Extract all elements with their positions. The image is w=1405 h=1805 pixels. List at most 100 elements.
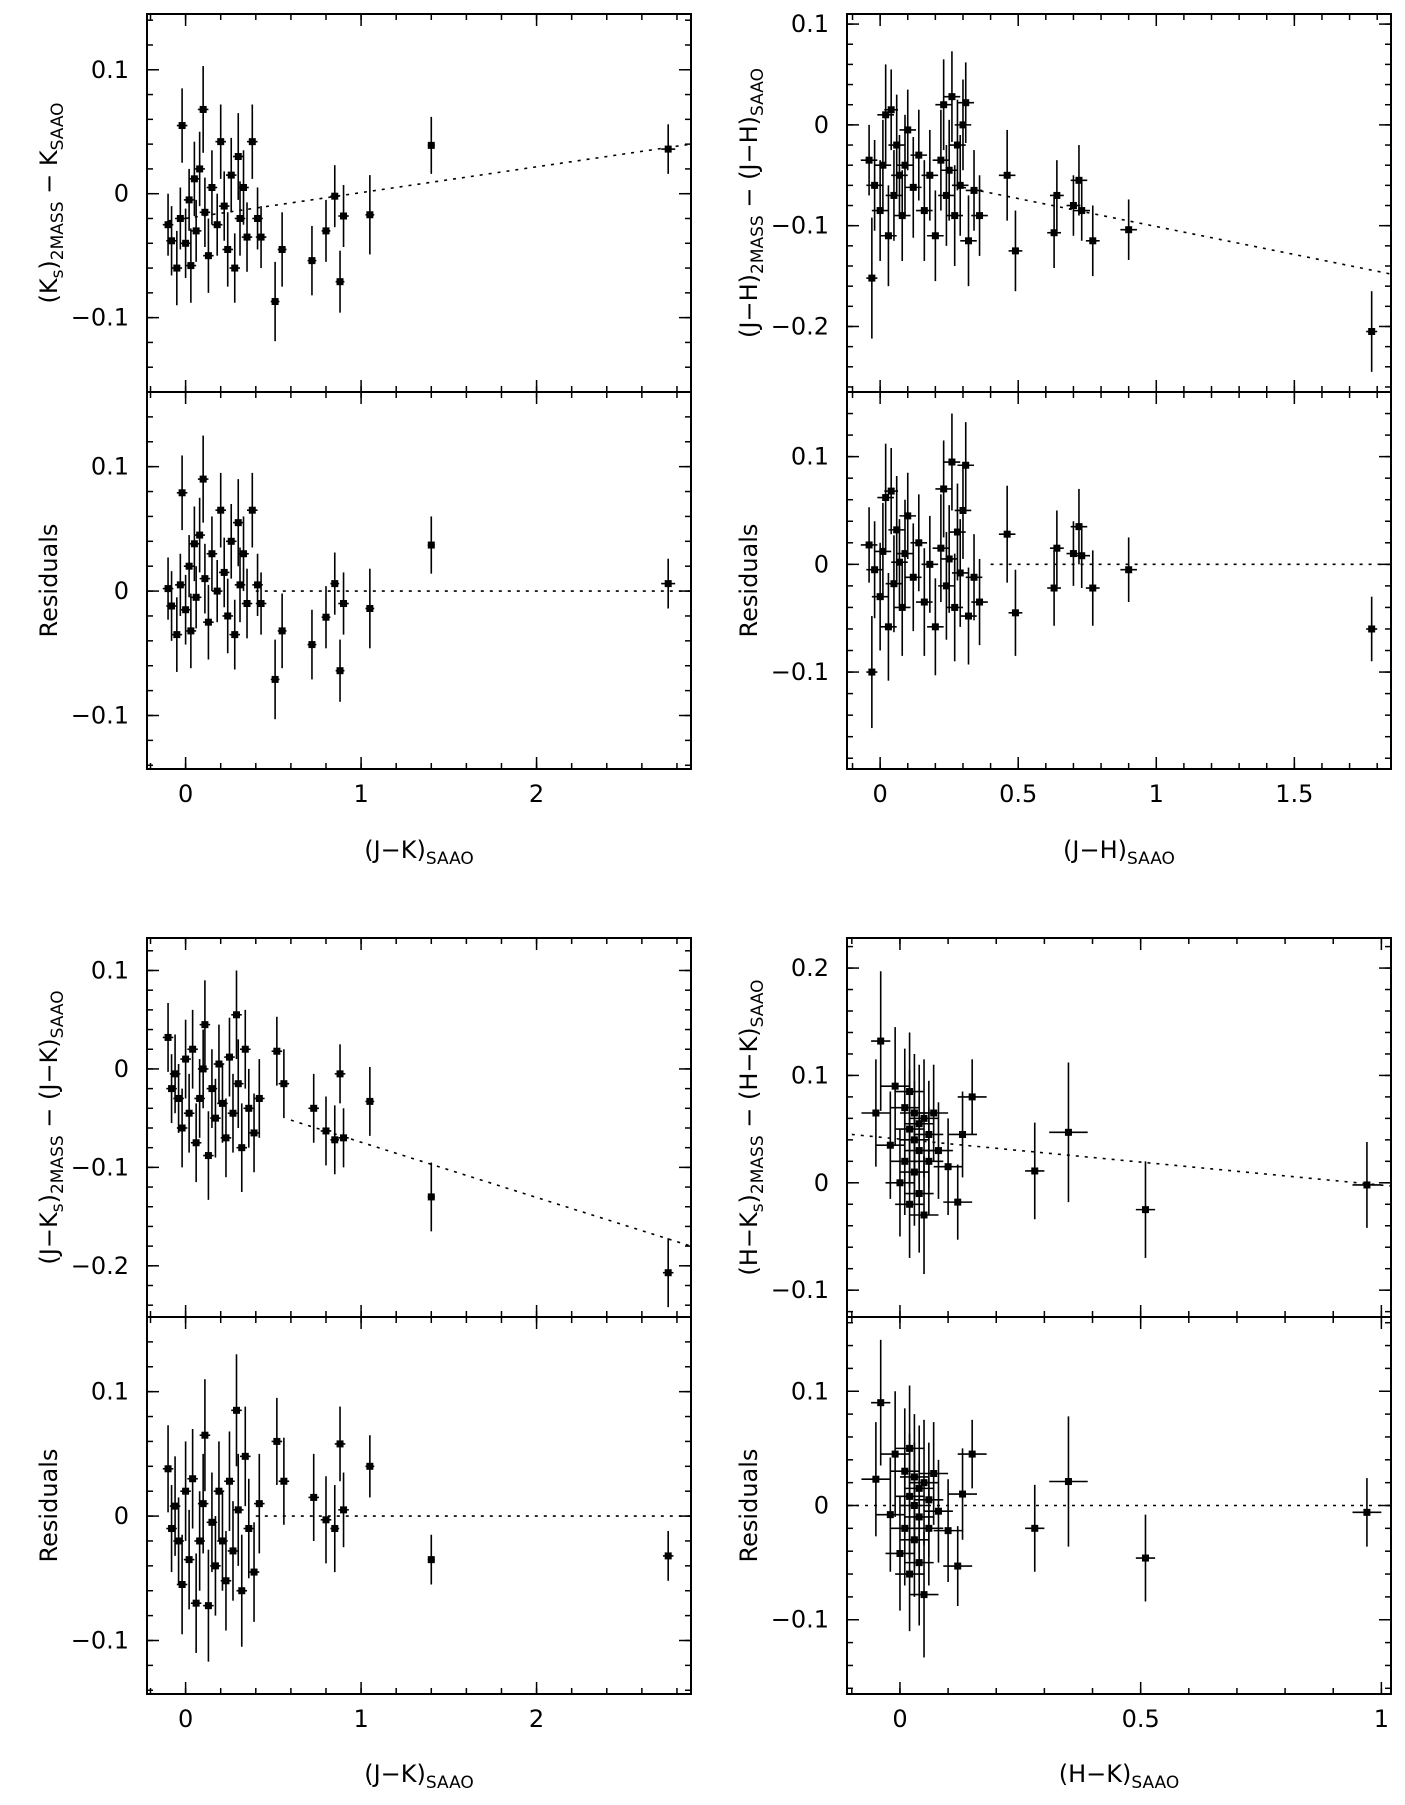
data-point xyxy=(909,1531,939,1658)
point-marker xyxy=(278,245,286,253)
point-marker xyxy=(199,1500,207,1508)
data-point xyxy=(871,542,889,651)
point-marker xyxy=(951,212,959,220)
point-marker xyxy=(208,184,216,192)
point-marker xyxy=(930,1470,938,1478)
point-marker xyxy=(895,171,903,179)
data-point xyxy=(338,1108,349,1168)
point-marker xyxy=(204,1602,212,1610)
point-marker xyxy=(164,221,172,229)
panel2-upper-ylabel: (J−Ks)2MASS − (J−K)SAAO xyxy=(35,990,68,1264)
point-marker xyxy=(959,121,967,129)
point-marker xyxy=(965,237,973,245)
point-marker xyxy=(240,184,248,192)
point-marker xyxy=(1141,1206,1149,1214)
point-marker xyxy=(229,1109,237,1117)
y-tick-label: −0.1 xyxy=(771,1606,829,1634)
point-marker xyxy=(879,161,887,169)
point-marker xyxy=(427,141,435,149)
point-marker xyxy=(190,175,198,183)
data-point xyxy=(248,1093,260,1173)
point-marker xyxy=(884,623,892,631)
data-point xyxy=(190,1103,202,1183)
data-point xyxy=(662,1238,674,1308)
y-tick-label: 0 xyxy=(814,550,829,578)
point-marker xyxy=(951,603,959,611)
data-point xyxy=(238,150,249,225)
data-point xyxy=(954,79,972,171)
point-marker xyxy=(218,1099,226,1107)
data-point xyxy=(199,543,211,614)
point-marker xyxy=(1031,1524,1039,1532)
point-marker xyxy=(895,558,903,566)
y-tick-label: 0.1 xyxy=(91,1378,129,1406)
data-point xyxy=(943,1526,973,1607)
point-marker xyxy=(340,1134,348,1142)
point-marker xyxy=(1053,191,1061,199)
point-marker xyxy=(959,506,967,514)
data-point xyxy=(884,448,899,535)
point-marker xyxy=(954,1562,962,1570)
point-marker xyxy=(872,1109,880,1117)
point-marker xyxy=(182,239,190,247)
point-marker xyxy=(182,606,190,614)
data-point xyxy=(220,1531,232,1631)
point-marker xyxy=(891,1450,899,1458)
point-marker xyxy=(970,573,978,581)
data-point xyxy=(203,584,214,660)
point-marker xyxy=(257,600,265,608)
data-point xyxy=(203,218,214,293)
data-point xyxy=(338,185,349,247)
point-marker xyxy=(245,1525,253,1533)
point-marker xyxy=(882,494,890,502)
data-point xyxy=(254,1453,265,1554)
data-point xyxy=(231,1354,242,1467)
point-marker xyxy=(366,1097,374,1105)
data-point xyxy=(943,413,961,511)
data-point xyxy=(919,1064,949,1162)
point-marker xyxy=(201,1021,209,1029)
point-marker xyxy=(192,593,200,601)
point-marker xyxy=(910,1473,918,1481)
point-marker xyxy=(340,1506,348,1514)
data-point xyxy=(330,552,340,615)
point-marker xyxy=(940,101,948,109)
point-marker xyxy=(171,1070,179,1078)
point-marker xyxy=(185,562,193,570)
data-point xyxy=(183,1509,195,1610)
point-marker xyxy=(1003,530,1011,538)
point-marker xyxy=(231,631,239,639)
data-point xyxy=(199,980,211,1069)
point-marker xyxy=(898,212,906,220)
data-point xyxy=(171,230,183,306)
point-marker xyxy=(1075,176,1083,184)
point-marker xyxy=(1368,625,1376,633)
data-point xyxy=(247,104,258,179)
point-marker xyxy=(868,668,876,676)
point-marker xyxy=(968,1450,976,1458)
data-point xyxy=(919,1422,949,1525)
point-marker xyxy=(254,214,262,222)
point-marker xyxy=(211,1562,219,1570)
data-point xyxy=(861,1422,891,1537)
x-tick-label: 1 xyxy=(1149,780,1164,808)
data-point xyxy=(1047,197,1062,269)
data-point xyxy=(277,212,287,287)
data-point xyxy=(248,1522,260,1622)
data-point xyxy=(210,1078,221,1158)
data-point xyxy=(954,462,972,559)
point-marker xyxy=(901,550,909,558)
point-marker xyxy=(164,585,172,593)
data-point xyxy=(229,233,241,303)
data-point xyxy=(270,261,280,342)
panel2-upper-frame xyxy=(146,937,692,1318)
data-point xyxy=(241,568,253,639)
point-marker xyxy=(959,1130,967,1138)
point-marker xyxy=(920,598,928,606)
data-point xyxy=(1008,210,1023,292)
data-point xyxy=(1025,1484,1045,1572)
point-marker xyxy=(336,278,344,286)
point-marker xyxy=(925,1524,933,1532)
point-marker xyxy=(865,156,873,164)
point-marker xyxy=(308,257,316,265)
